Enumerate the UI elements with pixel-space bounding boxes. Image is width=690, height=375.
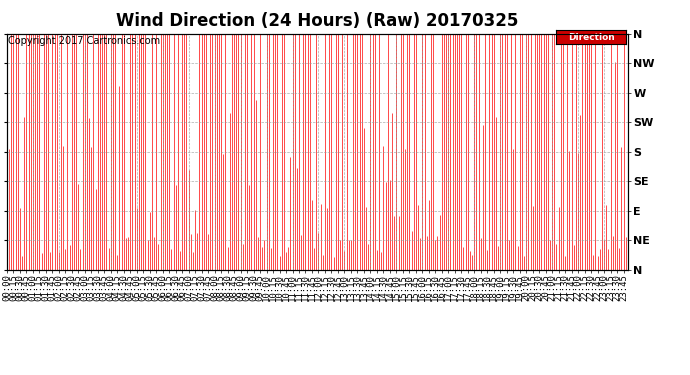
Text: Copyright 2017 Cartronics.com: Copyright 2017 Cartronics.com (8, 36, 159, 46)
Title: Wind Direction (24 Hours) (Raw) 20170325: Wind Direction (24 Hours) (Raw) 20170325 (116, 12, 519, 30)
